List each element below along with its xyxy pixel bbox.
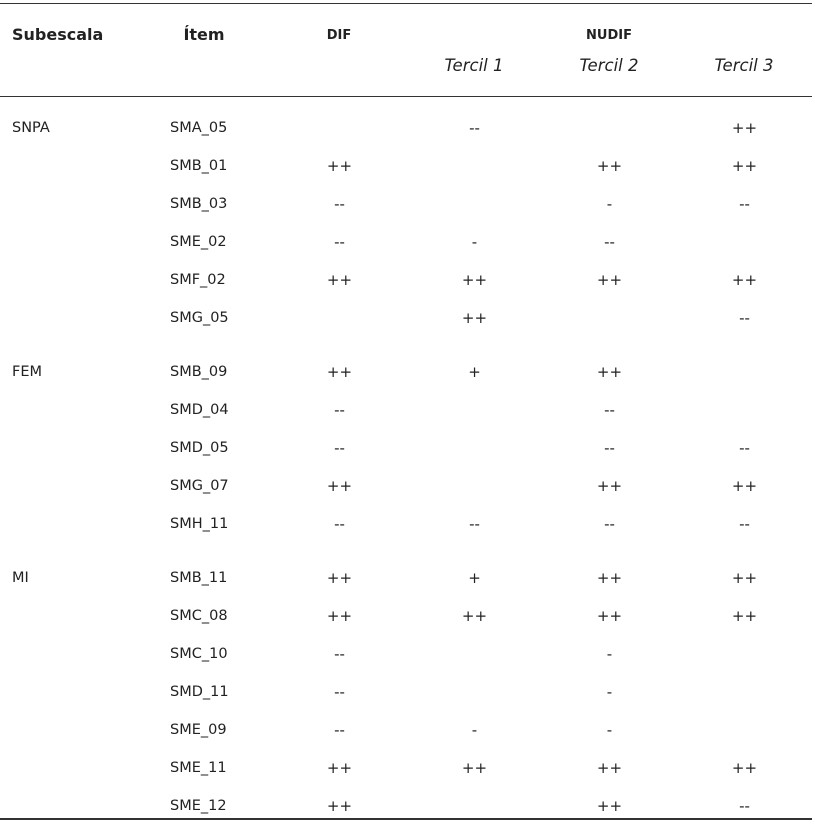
cell-dif: -- — [334, 195, 345, 213]
item-code: SMB_11 — [170, 570, 228, 586]
table-top-rule — [0, 3, 812, 4]
cell-t3: -- — [739, 309, 750, 327]
cell-t2: -- — [604, 233, 615, 251]
item-code: SMH_11 — [170, 516, 229, 532]
cell-t2: - — [606, 645, 613, 663]
item-code: SMG_05 — [170, 310, 229, 326]
item-code: SMG_07 — [170, 478, 229, 494]
subescala-label: FEM — [12, 364, 43, 380]
header-tercil-2: Tercil 2 — [579, 56, 639, 75]
header-subescala: Subescala — [12, 25, 104, 44]
cell-t3: ++ — [731, 477, 758, 495]
cell-t3: -- — [739, 195, 750, 213]
item-code: SMB_09 — [170, 364, 228, 380]
cell-dif: ++ — [326, 607, 353, 625]
cell-t1: - — [471, 721, 478, 739]
item-code: SME_09 — [170, 722, 227, 738]
cell-t2: ++ — [596, 477, 623, 495]
table-bottom-rule — [0, 818, 812, 820]
cell-t2: - — [606, 195, 613, 213]
header-tercil-1: Tercil 1 — [444, 56, 504, 75]
cell-t1: ++ — [461, 271, 488, 289]
cell-t2: ++ — [596, 569, 623, 587]
cell-dif: -- — [334, 233, 345, 251]
cell-t3: ++ — [731, 759, 758, 777]
cell-dif: ++ — [326, 157, 353, 175]
cell-t2: - — [606, 683, 613, 701]
cell-dif: -- — [334, 721, 345, 739]
cell-dif: ++ — [326, 759, 353, 777]
cell-t1: ++ — [461, 309, 488, 327]
item-code: SME_11 — [170, 760, 227, 776]
cell-dif: -- — [334, 515, 345, 533]
item-code: SMA_05 — [170, 120, 228, 136]
cell-t1: - — [471, 233, 478, 251]
cell-t2: -- — [604, 515, 615, 533]
cell-t2: ++ — [596, 607, 623, 625]
header-tercil-3: Tercil 3 — [714, 56, 774, 75]
cell-t3: ++ — [731, 119, 758, 137]
cell-t2: ++ — [596, 797, 623, 815]
cell-t2: -- — [604, 439, 615, 457]
cell-dif: -- — [334, 401, 345, 419]
cell-t3: ++ — [731, 607, 758, 625]
cell-t2: ++ — [596, 363, 623, 381]
header-nudif: NUDIF — [586, 28, 632, 43]
cell-t1: ++ — [461, 759, 488, 777]
item-code: SMF_02 — [170, 272, 226, 288]
cell-t2: ++ — [596, 271, 623, 289]
cell-dif: ++ — [326, 271, 353, 289]
cell-dif: -- — [334, 683, 345, 701]
cell-t3: ++ — [731, 271, 758, 289]
item-code: SMD_11 — [170, 684, 229, 700]
cell-t2: - — [606, 721, 613, 739]
item-code: SMD_05 — [170, 440, 229, 456]
header-dif: DIF — [326, 28, 352, 43]
cell-t3: -- — [739, 797, 750, 815]
item-code: SMC_08 — [170, 608, 228, 624]
header-rule — [0, 96, 812, 97]
cell-t1: + — [468, 569, 481, 587]
cell-t1: -- — [469, 515, 480, 533]
cell-dif: ++ — [326, 797, 353, 815]
subescala-label: SNPA — [12, 120, 50, 136]
cell-dif: -- — [334, 439, 345, 457]
cell-t3: -- — [739, 515, 750, 533]
cell-t2: ++ — [596, 157, 623, 175]
cell-t1: -- — [469, 119, 480, 137]
cell-dif: ++ — [326, 569, 353, 587]
item-code: SMB_03 — [170, 196, 228, 212]
cell-t1: + — [468, 363, 481, 381]
item-code: SMC_10 — [170, 646, 228, 662]
item-code: SME_02 — [170, 234, 227, 250]
cell-t1: ++ — [461, 607, 488, 625]
header-item: Ítem — [183, 25, 225, 44]
cell-dif: ++ — [326, 477, 353, 495]
cell-dif: -- — [334, 645, 345, 663]
item-code: SMD_04 — [170, 402, 229, 418]
cell-t3: ++ — [731, 569, 758, 587]
cell-dif: ++ — [326, 363, 353, 381]
cell-t2: -- — [604, 401, 615, 419]
item-code: SMB_01 — [170, 158, 228, 174]
cell-t3: ++ — [731, 157, 758, 175]
cell-t2: ++ — [596, 759, 623, 777]
subescala-label: MI — [12, 570, 29, 586]
item-code: SME_12 — [170, 798, 227, 814]
cell-t3: -- — [739, 439, 750, 457]
